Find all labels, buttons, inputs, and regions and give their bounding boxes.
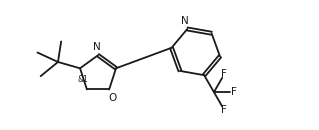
Text: F: F bbox=[221, 69, 227, 79]
Text: O: O bbox=[109, 93, 117, 103]
Text: &1: &1 bbox=[78, 75, 89, 84]
Text: N: N bbox=[181, 16, 189, 26]
Text: N: N bbox=[93, 42, 100, 52]
Text: F: F bbox=[221, 105, 227, 115]
Text: F: F bbox=[232, 87, 237, 97]
